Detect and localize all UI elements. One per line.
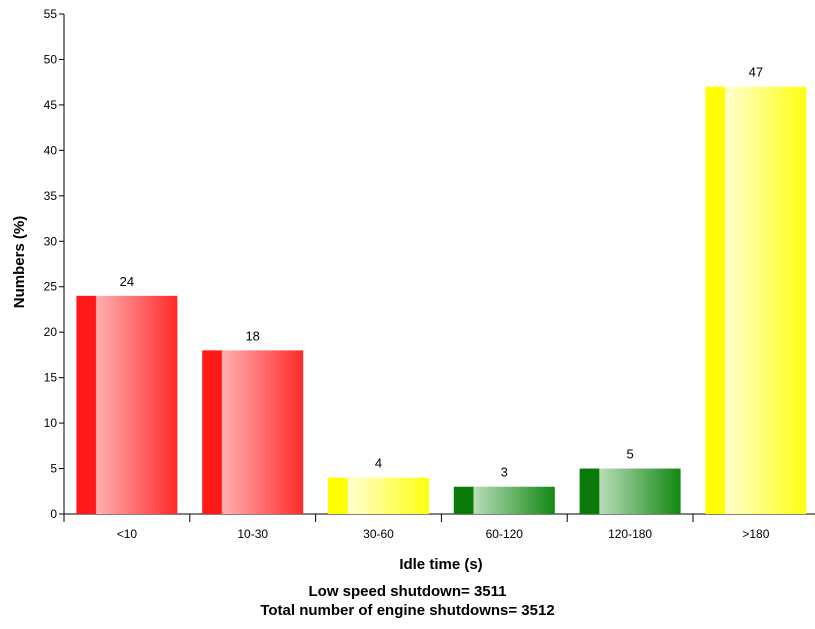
bar-value-label: 5 — [626, 447, 633, 462]
x-tick-label: <10 — [117, 527, 138, 541]
x-tick-label: 10-30 — [237, 527, 268, 541]
y-tick-label: 40 — [44, 143, 58, 157]
bar — [328, 477, 429, 514]
bar-value-label: 24 — [120, 274, 134, 289]
bar — [453, 486, 555, 514]
bar-value-label: 18 — [245, 328, 259, 343]
x-axis: <10 10-30 30-60 60-120 120-180 >180 — [63, 513, 815, 541]
bar — [579, 468, 681, 514]
y-tick-label: 20 — [44, 325, 58, 339]
bar-value-label: 47 — [749, 65, 763, 80]
y-tick-label: 45 — [44, 98, 58, 112]
x-axis-title: Idle time (s) — [399, 556, 482, 573]
y-tick-label: 50 — [44, 52, 58, 66]
data-labels: 24 18 4 3 5 47 — [120, 65, 763, 480]
y-tick-label: 0 — [50, 507, 57, 521]
y-tick-label: 30 — [44, 234, 58, 248]
y-axis: 0 5 10 15 20 25 30 35 40 45 50 55 — [44, 7, 65, 521]
y-tick-label: 35 — [44, 189, 58, 203]
y-tick-label: 5 — [50, 462, 57, 476]
total-shutdowns-note: Total number of engine shutdowns= 3512 — [260, 602, 555, 619]
bar — [76, 295, 178, 514]
x-tick-label: 120-180 — [608, 527, 652, 541]
y-tick-label: 55 — [44, 7, 58, 21]
low-speed-shutdown-note: Low speed shutdown= 3511 — [308, 583, 507, 600]
y-tick-label: 10 — [44, 416, 58, 430]
x-tick-label: 30-60 — [363, 527, 394, 541]
x-tick-label: 60-120 — [486, 527, 524, 541]
bar — [202, 350, 304, 514]
y-tick-label: 25 — [44, 280, 58, 294]
bar — [705, 86, 807, 515]
bars — [76, 86, 807, 515]
x-tick-label: >180 — [742, 527, 769, 541]
y-tick-label: 15 — [44, 371, 58, 385]
y-axis-title: Numbers (%) — [11, 216, 28, 309]
bar-value-label: 3 — [501, 465, 508, 480]
bar-value-label: 4 — [375, 456, 382, 471]
